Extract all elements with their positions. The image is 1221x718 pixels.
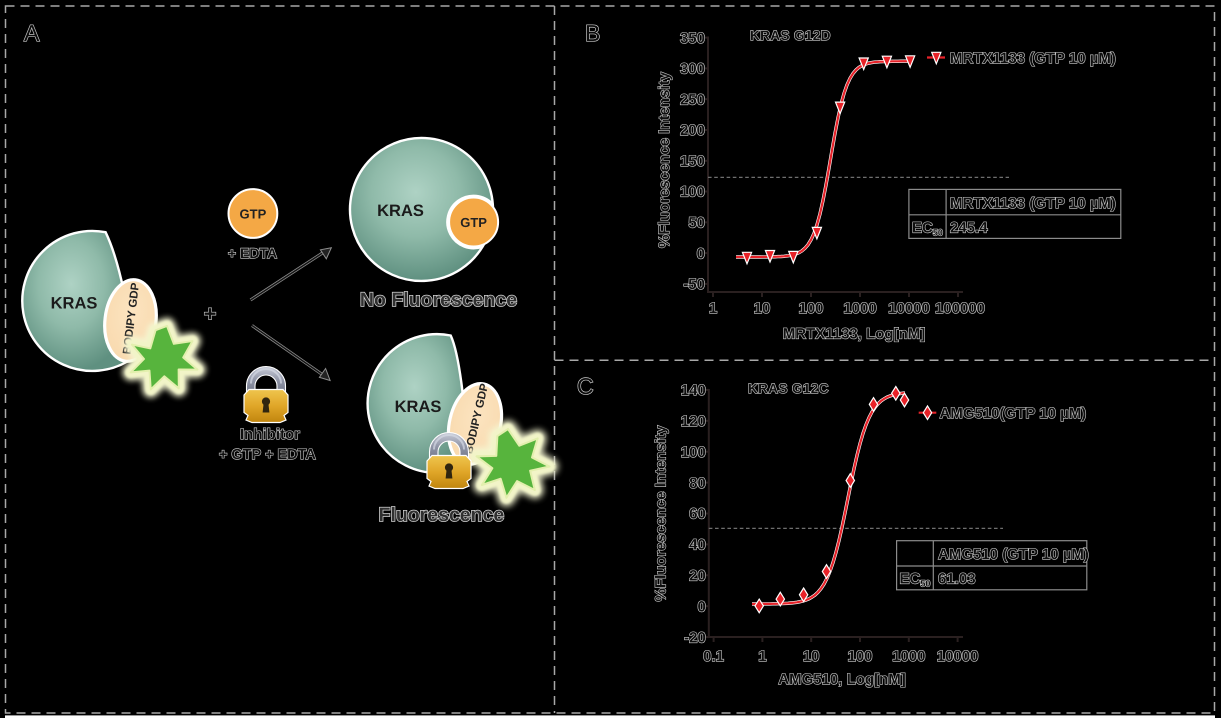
svg-text:10: 10 xyxy=(754,300,771,317)
svg-text:1: 1 xyxy=(758,648,766,665)
svg-text:%Fluorescence Intensity: %Fluorescence Intensity xyxy=(656,71,673,248)
svg-text:50: 50 xyxy=(688,215,705,232)
svg-text:0: 0 xyxy=(697,598,705,615)
svg-text:100: 100 xyxy=(847,648,872,665)
svg-text:10000: 10000 xyxy=(888,300,930,317)
svg-text:20: 20 xyxy=(689,568,706,585)
svg-text:Fluorescence: Fluorescence xyxy=(379,504,505,526)
svg-text:-50: -50 xyxy=(683,276,705,293)
svg-text:-20: -20 xyxy=(684,629,706,646)
svg-text:60: 60 xyxy=(689,506,706,523)
svg-text:A: A xyxy=(24,20,40,46)
svg-text:KRAS: KRAS xyxy=(395,398,442,416)
svg-text:MRTX1133, Log[nM]: MRTX1133, Log[nM] xyxy=(783,326,926,343)
svg-text:KRAS G12D: KRAS G12D xyxy=(750,28,831,43)
svg-text:%Fluorescence Intensity: %Fluorescence Intensity xyxy=(653,425,670,602)
svg-text:80: 80 xyxy=(689,475,706,492)
svg-text:+ EDTA: + EDTA xyxy=(228,245,277,261)
svg-text:1: 1 xyxy=(709,300,717,317)
svg-text:0: 0 xyxy=(697,245,705,262)
svg-text:245.4: 245.4 xyxy=(950,219,988,236)
svg-text:1000: 1000 xyxy=(892,648,925,665)
svg-text:AMG510 (GTP 10 µM): AMG510 (GTP 10 µM) xyxy=(938,546,1089,563)
svg-text:100: 100 xyxy=(681,444,706,461)
svg-text:MRTX1133 (GTP 10 µM): MRTX1133 (GTP 10 µM) xyxy=(950,50,1116,67)
svg-text:KRAS G12C: KRAS G12C xyxy=(748,381,829,396)
svg-text:MRTX1133 (GTP 10 µM): MRTX1133 (GTP 10 µM) xyxy=(950,195,1116,212)
svg-text:100: 100 xyxy=(680,184,705,201)
svg-text:250: 250 xyxy=(680,91,705,108)
svg-text:100: 100 xyxy=(798,300,823,317)
svg-text:10: 10 xyxy=(803,648,820,665)
svg-text:300: 300 xyxy=(680,61,705,78)
svg-text:C: C xyxy=(577,373,594,399)
svg-text:+ GTP + EDTA: + GTP + EDTA xyxy=(219,447,316,463)
svg-text:0.1: 0.1 xyxy=(703,648,724,665)
svg-text:150: 150 xyxy=(680,153,705,170)
svg-text:1000: 1000 xyxy=(843,300,876,317)
svg-text:B: B xyxy=(585,20,600,46)
svg-text:GTP: GTP xyxy=(240,207,267,222)
svg-text:200: 200 xyxy=(680,122,705,139)
svg-text:350: 350 xyxy=(680,30,705,47)
svg-text:10000: 10000 xyxy=(937,648,979,665)
svg-text:140: 140 xyxy=(681,382,706,399)
svg-text:KRAS: KRAS xyxy=(51,295,98,313)
svg-text:KRAS: KRAS xyxy=(377,202,424,220)
svg-text:AMG510(GTP 10 µM): AMG510(GTP 10 µM) xyxy=(940,405,1087,422)
svg-text:120: 120 xyxy=(681,413,706,430)
svg-text:40: 40 xyxy=(689,537,706,554)
svg-text:No Fluorescence: No Fluorescence xyxy=(360,289,517,311)
svg-text:100000: 100000 xyxy=(935,300,985,317)
svg-text:Inhibitor: Inhibitor xyxy=(240,426,300,443)
svg-text:GTP: GTP xyxy=(460,215,487,230)
svg-text:AMG510, Log[nM]: AMG510, Log[nM] xyxy=(778,671,906,688)
svg-text:+: + xyxy=(204,301,217,326)
svg-text:61.03: 61.03 xyxy=(938,571,976,588)
